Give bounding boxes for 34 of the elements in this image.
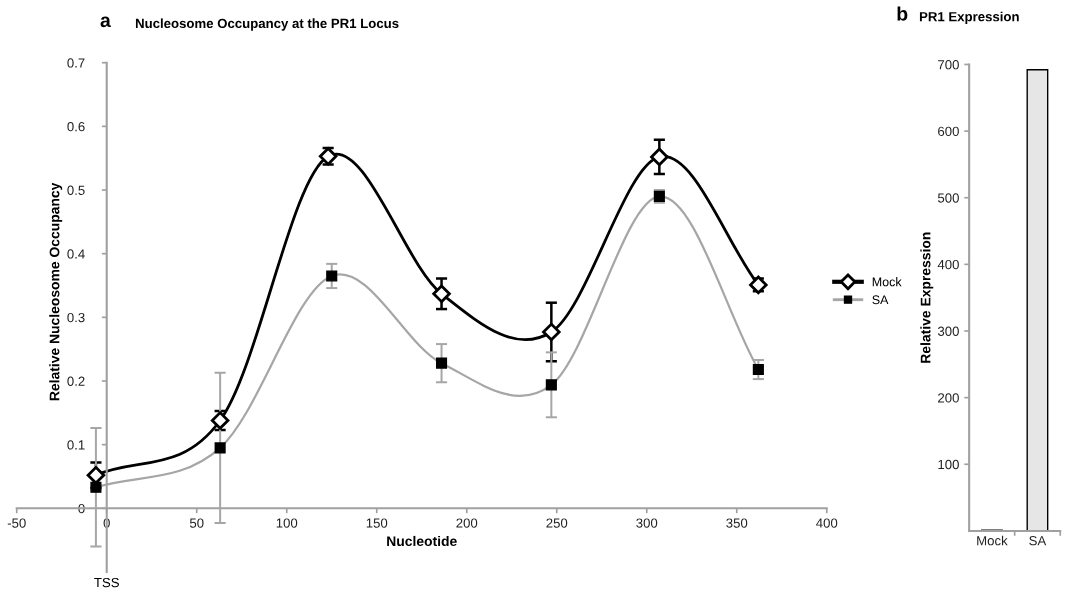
y-tick-label: 0.5	[67, 185, 85, 195]
x-tick-label: 200	[456, 518, 478, 528]
y-axis-title: Relative Expression	[920, 232, 934, 363]
text: b	[897, 6, 908, 21]
legend-label: SA	[872, 295, 889, 305]
y-tick-label: 0.1	[67, 440, 85, 450]
text: a	[100, 16, 111, 28]
y-tick-label: 300	[937, 326, 959, 336]
y-tick-label: 0.4	[67, 249, 85, 259]
x-tick-label: 250	[546, 518, 568, 528]
x-tick-label: -50	[7, 518, 26, 528]
x-tick-label: 400	[816, 518, 838, 528]
x-tick-label: 350	[726, 518, 748, 528]
y-tick-label: 200	[938, 393, 959, 403]
chart-title: Nucleosome Occupancy at the PR1 Locus	[135, 18, 399, 31]
x-tick-label: 100	[276, 518, 298, 528]
y-tick-label: 600	[938, 126, 959, 136]
y-tick-label: 0.6	[67, 121, 85, 132]
text: TSS	[94, 577, 119, 588]
x-tick-label: 50	[189, 518, 204, 528]
y-tick-label: 700	[938, 60, 959, 70]
y-tick-label: 0.7	[67, 58, 85, 68]
legend-label: Mock	[872, 277, 902, 287]
y-tick-label: 100	[938, 459, 959, 470]
x-tick-label: 0	[103, 518, 110, 528]
y-tick-label: 500	[937, 193, 959, 203]
y-axis-title: Relative Nucleosome Occupancy	[49, 182, 63, 401]
y-tick-label: 400	[937, 259, 959, 270]
x-tick-label: 300	[636, 518, 658, 528]
chart-title: PR1 Expression	[919, 11, 1019, 24]
x-axis-title: Nucleotide	[387, 535, 457, 547]
y-tick-label: 0.3	[67, 312, 85, 323]
y-tick-label: 0.2	[67, 376, 85, 386]
x-tick-label: 150	[366, 518, 388, 528]
